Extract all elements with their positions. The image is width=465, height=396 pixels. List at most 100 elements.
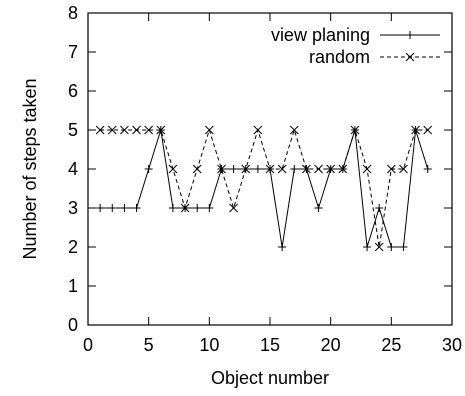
- x-tick-label: 5: [144, 335, 154, 355]
- data-point: [423, 165, 432, 173]
- marker: [217, 164, 226, 174]
- data-point: [399, 164, 408, 174]
- data-point: [132, 204, 141, 212]
- data-point: [374, 242, 384, 252]
- y-axis-title: Number of steps taken: [20, 78, 40, 259]
- y-tick-label: 5: [68, 120, 78, 140]
- marker: [350, 125, 360, 135]
- series-random: [95, 125, 433, 252]
- data-point: [107, 125, 117, 135]
- data-point: [168, 204, 177, 212]
- data-point: [265, 164, 275, 174]
- data-point: [253, 125, 263, 135]
- marker: [314, 164, 323, 174]
- marker: [423, 125, 433, 135]
- x-tick-label: 10: [199, 335, 219, 355]
- marker: [132, 125, 141, 135]
- marker: [277, 164, 287, 174]
- marker: [362, 164, 372, 174]
- x-tick-label: 30: [442, 335, 462, 355]
- data-point: [229, 203, 238, 213]
- marker: [229, 203, 238, 213]
- legend-marker: [406, 31, 414, 39]
- legend-label: random: [309, 47, 370, 67]
- data-point: [156, 125, 166, 135]
- series-line: [100, 128, 428, 248]
- data-point: [108, 204, 117, 212]
- marker: [120, 125, 129, 135]
- marker: [411, 125, 420, 135]
- data-point: [386, 164, 396, 174]
- data-point: [411, 125, 420, 135]
- data-point: [144, 165, 153, 173]
- data-point: [132, 125, 141, 135]
- data-point: [95, 125, 105, 135]
- marker: [338, 164, 348, 174]
- data-point: [278, 243, 287, 251]
- y-tick-label: 3: [68, 198, 78, 218]
- y-tick-label: 0: [68, 315, 78, 335]
- data-point: [423, 125, 433, 135]
- marker: [144, 125, 154, 135]
- data-point: [144, 125, 154, 135]
- marker: [265, 164, 275, 174]
- marker: [107, 125, 117, 135]
- data-point: [96, 204, 105, 212]
- marker: [253, 125, 263, 135]
- series-view-planing: [96, 126, 432, 251]
- marker: [204, 125, 214, 135]
- data-point: [168, 164, 178, 174]
- data-point: [193, 204, 202, 212]
- data-point: [180, 203, 190, 213]
- data-point: [326, 164, 336, 174]
- data-point: [399, 243, 408, 251]
- marker: [399, 164, 408, 174]
- data-point: [314, 164, 323, 174]
- tick-labels: 0 5 10 15 20 25 30 0 1 2 3 4 5 6 7 8: [68, 3, 462, 355]
- legend-marker: [405, 52, 415, 62]
- marker: [289, 125, 299, 135]
- y-tick-label: 2: [68, 237, 78, 257]
- legend-label: view planing: [271, 25, 370, 45]
- ticks: [87, 12, 453, 326]
- marker: [241, 164, 251, 174]
- data-point: [241, 164, 251, 174]
- marker: [302, 164, 311, 174]
- data-point: [205, 204, 214, 212]
- data-point: [363, 243, 372, 251]
- data-point: [192, 164, 202, 174]
- marker: [95, 125, 105, 135]
- x-tick-label: 15: [260, 335, 280, 355]
- marker: [192, 164, 202, 174]
- x-axis-title: Object number: [211, 368, 329, 388]
- data-point: [302, 164, 311, 174]
- data-point: [204, 125, 214, 135]
- y-tick-label: 8: [68, 3, 78, 23]
- y-tick-label: 4: [68, 159, 78, 179]
- y-tick-label: 6: [68, 81, 78, 101]
- data-point: [314, 204, 323, 212]
- data-point: [362, 164, 372, 174]
- data-point: [375, 204, 384, 212]
- data-point: [350, 125, 360, 135]
- data-point: [253, 165, 262, 173]
- data-point: [217, 164, 226, 174]
- marker: [180, 203, 190, 213]
- marker: [405, 52, 415, 62]
- marker: [386, 164, 396, 174]
- marker: [326, 164, 336, 174]
- y-tick-label: 7: [68, 42, 78, 62]
- marker: [374, 242, 384, 252]
- data-point: [229, 165, 238, 173]
- marker: [168, 164, 178, 174]
- data-point: [290, 165, 299, 173]
- data-point: [120, 125, 129, 135]
- x-tick-label: 20: [321, 335, 341, 355]
- y-tick-label: 1: [68, 276, 78, 296]
- data-point: [289, 125, 299, 135]
- data-point: [120, 204, 129, 212]
- x-tick-label: 25: [381, 335, 401, 355]
- x-tick-label: 0: [83, 335, 93, 355]
